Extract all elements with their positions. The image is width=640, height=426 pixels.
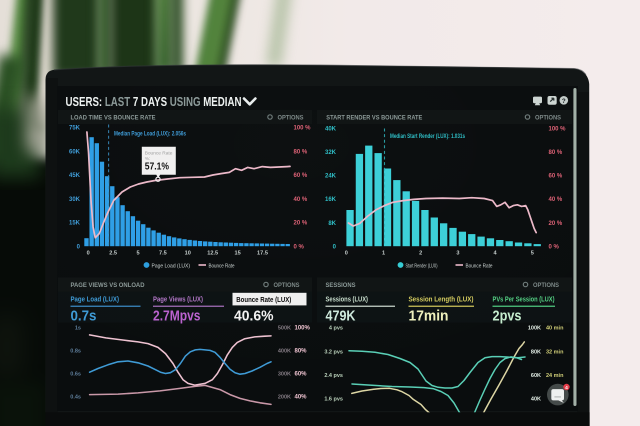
svg-text:30K: 30K (69, 197, 81, 203)
svg-text:500K: 500K (278, 326, 291, 332)
svg-text:OPTIONS: OPTIONS (274, 282, 301, 289)
svg-text:400K: 400K (278, 349, 291, 355)
svg-text:100K: 100K (528, 326, 541, 332)
svg-text:24 min: 24 min (546, 373, 564, 379)
svg-text:0: 0 (87, 250, 90, 256)
svg-text:0 %: 0 % (549, 244, 560, 250)
svg-text:Page Load (LUX): Page Load (LUX) (71, 297, 120, 304)
svg-text:20 %: 20 % (294, 221, 308, 227)
svg-text:40K: 40K (325, 126, 337, 132)
svg-text:Median Page Load (LUX): 2.056s: Median Page Load (LUX): 2.056s (114, 132, 187, 138)
svg-text:16K: 16K (325, 197, 337, 203)
svg-text:OPTIONS: OPTIONS (278, 115, 305, 122)
svg-text:4: 4 (565, 385, 568, 391)
svg-text:40K: 40K (531, 397, 541, 403)
svg-text:80 %: 80 % (294, 149, 308, 155)
svg-text:1.6 pvs: 1.6 pvs (324, 397, 343, 403)
svg-text:?: ? (562, 98, 566, 105)
svg-text:0.6s: 0.6s (70, 372, 81, 378)
svg-text:SESSIONS: SESSIONS (326, 282, 356, 289)
svg-text:Median Start Render (LUX): 1.0: Median Start Render (LUX): 1.031s (390, 134, 466, 140)
svg-text:75K: 75K (69, 126, 81, 132)
svg-text:3.2 pvs: 3.2 pvs (324, 349, 343, 355)
svg-text:Start Render (LUX): Start Render (LUX) (406, 263, 438, 269)
svg-text:Page Load (LUX): Page Load (LUX) (152, 263, 191, 269)
svg-text:PVs Per Session (LUX): PVs Per Session (LUX) (493, 297, 555, 304)
svg-text:OPTIONS: OPTIONS (535, 115, 562, 122)
svg-text:4 pvs: 4 pvs (329, 326, 343, 332)
svg-text:32K: 32K (325, 150, 337, 156)
svg-text:200K: 200K (278, 395, 291, 401)
svg-text:40%: 40% (295, 395, 308, 401)
svg-text:20 %: 20 % (549, 221, 563, 227)
svg-text:2.4 pvs: 2.4 pvs (324, 373, 343, 379)
svg-text:57.1%: 57.1% (145, 161, 169, 172)
svg-text:80 %: 80 % (549, 150, 563, 156)
svg-text:60%: 60% (295, 372, 308, 378)
svg-text:3: 3 (456, 250, 459, 256)
svg-text:40 %: 40 % (549, 197, 563, 203)
svg-text:10: 10 (185, 250, 191, 256)
svg-text:0: 0 (345, 250, 348, 256)
svg-text:17min: 17min (409, 309, 449, 325)
svg-text:60 %: 60 % (294, 173, 308, 179)
svg-text:0.4s: 0.4s (70, 395, 81, 401)
svg-text:24K: 24K (325, 174, 337, 180)
svg-text:PAGE VIEWS VS ONLOAD: PAGE VIEWS VS ONLOAD (71, 282, 145, 289)
svg-text:1: 1 (382, 250, 385, 256)
svg-text:LOAD TIME VS BOUNCE RATE: LOAD TIME VS BOUNCE RATE (71, 115, 156, 122)
svg-text:40.6%: 40.6% (234, 309, 274, 325)
svg-text:Bounce Rate (LUX): Bounce Rate (LUX) (236, 297, 291, 304)
svg-text:60K: 60K (69, 149, 81, 155)
svg-text:80K: 80K (531, 349, 541, 355)
svg-text:Bounce Rate: Bounce Rate (209, 263, 235, 269)
svg-text:100 %: 100 % (549, 126, 567, 132)
svg-text:17.5: 17.5 (257, 250, 268, 256)
svg-text:12.5: 12.5 (207, 250, 218, 256)
svg-text:15K: 15K (69, 221, 81, 227)
svg-text:USERS: LAST 7 DAYS USING MEDIA: USERS: LAST 7 DAYS USING MEDIAN (66, 94, 242, 109)
svg-text:479K: 479K (326, 309, 356, 325)
svg-text:80%: 80% (295, 349, 308, 355)
svg-text:5: 5 (136, 250, 139, 256)
svg-text:7.5: 7.5 (159, 250, 167, 256)
svg-text:Page Views (LUX): Page Views (LUX) (153, 297, 203, 304)
svg-text:Sessions (LUX): Sessions (LUX) (326, 297, 369, 304)
svg-text:2: 2 (419, 250, 422, 256)
svg-text:2.7Mpvs: 2.7Mpvs (153, 309, 201, 325)
svg-text:1s: 1s (75, 326, 81, 332)
svg-text:45K: 45K (69, 173, 81, 179)
svg-text:Session Length (LUX): Session Length (LUX) (409, 297, 474, 304)
svg-text:2.5: 2.5 (109, 250, 117, 256)
svg-text:Bounce Rate: Bounce Rate (466, 263, 493, 269)
svg-text:START RENDER VS BOUNCE RATE: START RENDER VS BOUNCE RATE (326, 115, 422, 122)
svg-text:Bounce Rate: Bounce Rate (145, 150, 173, 156)
svg-text:32 min: 32 min (546, 349, 564, 355)
svg-text:0.8s: 0.8s (70, 349, 81, 355)
svg-text:0.7s: 0.7s (71, 309, 97, 325)
svg-text:60K: 60K (531, 373, 541, 379)
svg-text:100 %: 100 % (294, 126, 312, 132)
svg-text:4: 4 (494, 250, 498, 256)
svg-text:40 min: 40 min (546, 326, 564, 332)
svg-text:300K: 300K (278, 372, 291, 378)
svg-text:40 %: 40 % (294, 197, 308, 203)
svg-text:15: 15 (234, 250, 240, 256)
svg-text:0 %: 0 % (294, 244, 305, 250)
svg-text:%:: %: (145, 156, 151, 162)
svg-text:0: 0 (333, 244, 337, 250)
svg-text:8K: 8K (328, 221, 336, 227)
svg-text:OPTIONS: OPTIONS (533, 282, 560, 289)
svg-text:60 %: 60 % (549, 174, 563, 180)
svg-text:5: 5 (531, 250, 534, 256)
svg-text:0: 0 (77, 244, 81, 250)
svg-text:100%: 100% (295, 326, 311, 332)
svg-text:2pvs: 2pvs (493, 309, 522, 325)
